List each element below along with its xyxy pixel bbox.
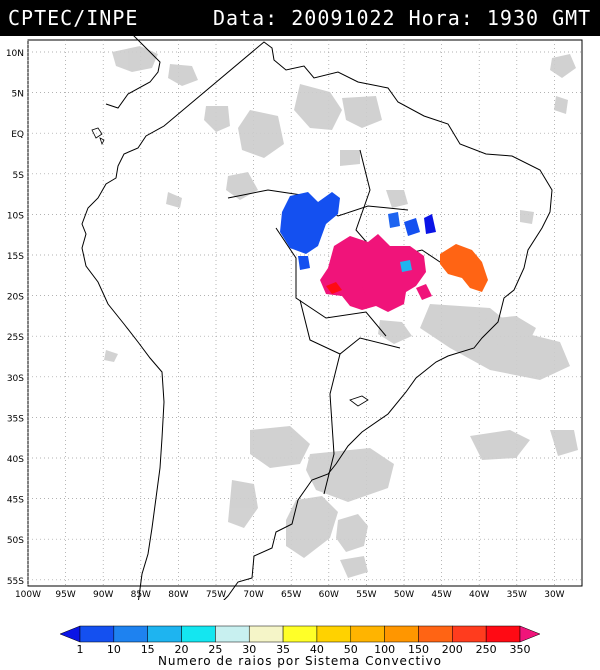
colorbar-cell [452,625,487,643]
lat-label: EQ [11,130,24,140]
colorbar-cell [418,625,453,643]
colorbar-label: 40 [310,643,324,656]
lat-label: 5N [12,90,24,100]
colorbar-label: 15 [141,643,155,656]
colorbar-label: 150 [408,643,429,656]
colorbar-label: 35 [276,643,290,656]
colorbar-title: Numero de raios por Sistema Convectivo [157,654,443,668]
longitude-labels: 100W 95W 90W 85W 80W 75W 70W 65W 60W 55W 50W 45W 40W… [15,590,565,600]
colorbar-label: 30 [242,643,256,656]
lat-label: 35S [7,414,24,424]
lat-label: 50S [7,536,24,546]
lon-label: 65W [281,590,301,600]
colorbar-label: 10 [107,643,121,656]
colorbar-cell [79,625,115,643]
lon-label: 50W [394,590,414,600]
colorbar-cell [282,625,318,643]
lat-label: 15S [7,252,24,262]
title-bar: CPTEC/INPE Data: 20091022 Hora: 1930 GMT [0,0,600,36]
lat-label: 40S [7,455,24,465]
lon-label: 70W [243,590,263,600]
cloud-cover [104,46,578,578]
lon-label: 100W [15,590,41,600]
colorbar-cell [113,625,148,643]
colorbar-label: 350 [510,643,531,656]
lat-label: 25S [7,333,24,343]
colorbar-cell [59,625,81,643]
colorbar-cell [147,625,182,643]
lat-label: 30S [7,374,24,384]
colorbar-cell [316,625,352,643]
colorbar-cell [215,625,250,643]
colorbar-label: 250 [476,643,497,656]
lon-label: 30W [544,590,564,600]
lon-label: 40W [469,590,489,600]
lon-label: 60W [319,590,339,600]
colorbar-cell [485,625,521,643]
lon-label: 80W [168,590,188,600]
datetime-label: Data: 20091022 Hora: 1930 GMT [213,6,592,30]
colorbar: 1 10 15 20 25 30 35 40 50 100 150 200 250 350 [59,625,541,656]
colorbar-cell [350,625,385,643]
islands [91,127,369,407]
lon-label: 55W [356,590,376,600]
lon-label: 95W [55,590,75,600]
colorbar-label: 50 [344,643,358,656]
colorbar-cell [384,625,419,643]
lightning-map: 10N5NEQ5S10S15S20S25S30S35S40S45S50S55S … [6,36,583,600]
lat-label: 5S [13,171,25,181]
lat-label: 10S [7,211,24,221]
colorbar-label: 1 [77,643,84,656]
lat-label: 45S [7,496,24,506]
lat-label: 55S [7,577,24,587]
colorbar-label: 20 [175,643,189,656]
colorbar-label: 25 [208,643,222,656]
lon-label: 35W [507,590,527,600]
colorbar-label: 200 [442,643,463,656]
lon-label: 45W [431,590,451,600]
colorbar-cell [519,625,541,643]
lightning-systems [280,192,488,312]
lon-label: 90W [93,590,113,600]
colorbar-label: 100 [374,643,395,656]
colorbar-cell [181,625,216,643]
lat-label: 20S [7,293,24,303]
lat-label: 10N [6,49,24,59]
lon-label: 75W [206,590,226,600]
colorbar-cell [248,625,284,643]
latitude-labels: 10N 5N EQ 5S 10S 15S 20S 25S 30S 35S 40S 45S 50S 55S [6,49,24,587]
lon-label: 85W [131,590,151,600]
source-label: CPTEC/INPE [8,6,139,30]
